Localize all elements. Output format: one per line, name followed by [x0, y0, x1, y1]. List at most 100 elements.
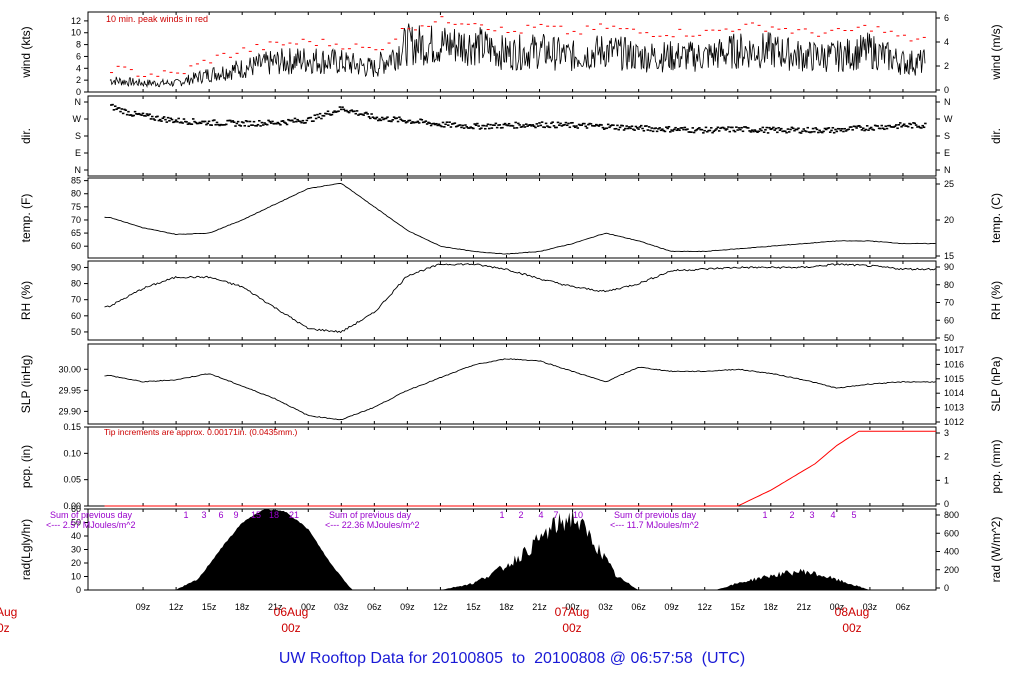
dir-point: [805, 130, 808, 133]
dir-point: [421, 121, 425, 124]
dir-point: [918, 126, 922, 129]
dir-point: [505, 124, 508, 126]
dir-point: [756, 131, 759, 134]
dir-point: [678, 129, 681, 132]
hour-tick-label: 06z: [367, 602, 382, 612]
dir-point: [473, 123, 476, 125]
dir-point: [532, 125, 536, 128]
hour-tick-label: 12z: [433, 602, 448, 612]
dir-point: [272, 123, 276, 125]
dir-point: [583, 122, 586, 125]
dir-point: [696, 127, 700, 130]
dir-point: [235, 122, 239, 125]
dir-point: [127, 110, 130, 113]
dir-point: [573, 126, 577, 129]
dir-point: [778, 129, 782, 131]
wind-ytick-label-right: 2: [944, 61, 949, 71]
dir-point: [665, 126, 668, 129]
dir-point: [901, 124, 905, 127]
dir-point: [371, 116, 375, 119]
slp-series: [104, 358, 936, 421]
slp-ytick-label-right: 1015: [944, 374, 964, 384]
dir-point: [326, 110, 330, 113]
dir-point: [223, 123, 227, 126]
dir-point: [844, 130, 848, 132]
dir-point: [228, 119, 232, 122]
hour-tick-label: 15z: [202, 602, 217, 612]
dir-point: [263, 122, 266, 124]
dir-point: [859, 126, 862, 128]
dir-panel-frame: [87, 95, 937, 177]
dir-point: [924, 122, 927, 125]
dir-point: [462, 127, 466, 129]
dir-point: [864, 128, 868, 131]
dir-point: [320, 117, 323, 120]
dir-point: [230, 121, 233, 123]
dir-point: [791, 127, 795, 130]
dir-point: [470, 127, 474, 129]
rad-hour-label: 18: [269, 510, 279, 520]
dir-point: [211, 119, 215, 122]
pcp-ytick-label-right: 3: [944, 428, 949, 438]
dir-point: [737, 127, 741, 129]
dir-point: [399, 118, 402, 121]
dir-point: [892, 126, 895, 128]
dir-point: [236, 120, 240, 123]
dir-point: [164, 118, 167, 121]
dir-point: [765, 126, 769, 129]
wind-ytick-label-right: 0: [944, 85, 949, 95]
dir-point: [301, 119, 305, 122]
rad-hour-label: 3: [809, 510, 814, 520]
dir-point: [158, 118, 162, 121]
dir-point: [259, 125, 262, 127]
dir-point: [560, 125, 564, 127]
wind-panel-frame: [87, 11, 937, 93]
dir-point: [724, 129, 728, 131]
dir-point: [358, 113, 361, 116]
wind-ytick-label-left: 8: [76, 40, 81, 50]
dir-point: [729, 126, 733, 129]
dir-point: [246, 120, 249, 123]
dir-point: [386, 116, 389, 118]
dir-point: [450, 123, 454, 125]
dir-point: [168, 120, 171, 122]
dir-point: [162, 116, 166, 118]
rh-ylabel-left: RH (%): [19, 281, 33, 320]
pcp-ytick-label-right: 2: [944, 452, 949, 462]
dir-point: [834, 128, 837, 131]
dir-point: [556, 121, 560, 124]
dir-point: [608, 126, 611, 129]
dir-point: [280, 120, 284, 123]
rh-series: [104, 263, 936, 334]
dir-point: [669, 131, 672, 133]
dir-point: [244, 120, 248, 122]
rad-hour-label: 1: [183, 510, 188, 520]
date-time-label: 00z: [842, 621, 861, 635]
dir-point: [752, 130, 755, 133]
dir-point: [147, 114, 150, 117]
dir-point: [633, 129, 636, 131]
dir-point: [484, 127, 487, 130]
dir-point: [733, 130, 737, 133]
rad-sum-value: <--- 2.57 MJoules/m^2: [46, 520, 136, 530]
slp-ylabel-right: SLP (hPa): [989, 356, 1003, 411]
dir-point: [777, 127, 780, 129]
dir-point: [218, 124, 221, 127]
dir-point: [550, 122, 553, 125]
dir-point: [679, 127, 683, 129]
dir-point: [132, 114, 135, 117]
dir-point: [744, 126, 747, 128]
dir-point: [636, 127, 639, 129]
dir-point: [554, 126, 557, 129]
dir-point: [592, 125, 595, 127]
dir-point: [807, 131, 811, 133]
dir-point: [917, 125, 920, 128]
dir-point: [877, 127, 881, 130]
dir-point: [408, 119, 412, 122]
temp-ytick-label-right: 15: [944, 251, 954, 261]
dir-point: [112, 109, 116, 111]
footer-time: 06:57:58: [630, 650, 693, 667]
dir-point: [530, 125, 533, 127]
dir-point: [745, 126, 749, 129]
dir-point: [448, 121, 451, 123]
